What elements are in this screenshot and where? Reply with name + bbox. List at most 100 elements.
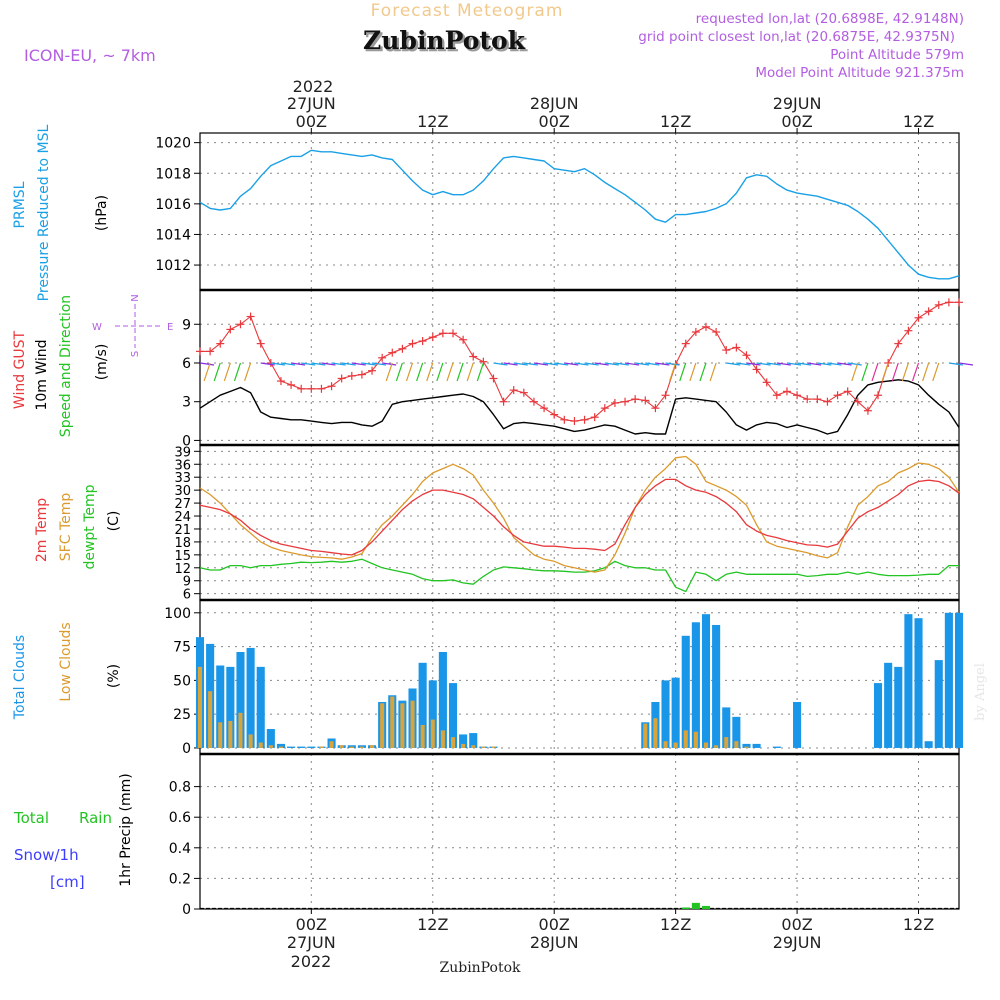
compass-e: E [167,322,173,333]
p2-label-gust: Wind GUST [12,330,28,409]
wind-arrow [756,362,771,366]
p5-ylabel: 1hr Precip (mm) [118,773,134,886]
top-tick-label: 00Z [539,112,570,131]
low-cloud-bar [339,745,344,748]
total-cloud-bar [924,741,933,748]
wind-arrow [523,362,538,366]
low-cloud-bar [440,730,445,748]
total-cloud-bar [671,677,680,748]
wind-arrow [958,362,974,366]
wind-series [196,298,974,435]
wind-arrow [543,362,559,366]
low-cloud-bar [197,666,203,748]
wind-arrow [901,362,909,382]
p5-label-rain: Rain [79,809,112,827]
bottom-date: 29JUN [773,933,822,952]
top-time-axis: 00Z 12Z 00Z 12Z 00Z 12Z [296,112,934,133]
low-cloud-bar [673,742,678,748]
total-cloud-bar [944,612,953,748]
wind-arrow [331,362,346,366]
wind-arrow [861,362,869,382]
ytick-label: 1020 [155,136,191,152]
panel-4: 0 25 50 75 100 [164,599,960,757]
total-cloud-bar [428,680,437,748]
total-cloud-bar [469,733,478,748]
total-cloud-bar [712,624,721,748]
ytick-label: 0.8 [169,780,191,796]
bottom-date-labels: 27JUN 28JUN 29JUN [287,933,822,952]
ytick-label: 18 [174,536,191,551]
dewpoint-line [199,558,959,593]
rain-bar [701,905,711,909]
p3-label-dew: dewpt Temp [82,484,98,569]
total-cloud-bar [266,729,275,748]
wind-arrow [881,362,889,382]
total-cloud-bar [307,746,316,748]
credit: by Angel [973,663,988,721]
pressure-series [199,149,960,280]
wind-arrow [405,362,414,382]
ytick-label: 0.6 [169,810,191,826]
wind-arrow [922,362,930,382]
closest-coords: grid point closest lon,lat (20.6875E, 42… [638,29,955,45]
temp-series [199,455,960,593]
low-cloud-bar [683,730,688,748]
ytick-label: 0 [182,433,191,449]
ytick-label: 100 [164,606,191,622]
low-cloud-bar [319,746,324,748]
ytick-label: 0.2 [169,871,191,887]
wind-arrow [932,362,940,382]
low-cloud-bar [471,745,476,748]
wind-arrow [382,362,397,366]
low-cloud-bar [228,720,233,748]
wind-arrow [624,362,640,366]
compass-w: W [92,322,102,333]
low-cloud-bar [278,746,283,748]
low-cloud-bar [703,742,709,748]
total-cloud-bar [894,666,903,748]
wind-arrow [679,362,687,382]
wind-arrow [513,362,528,366]
total-cloud-bar [691,622,700,748]
low-cloud-bar [238,712,243,748]
rain-bar [681,907,690,909]
wind-arrow [796,362,812,366]
p1-unit: (hPa) [94,195,110,231]
ytick-label: 1018 [155,166,191,182]
low-cloud-bar [400,703,405,748]
top-tick-label: 12Z [417,112,448,131]
ytick-label: 6 [183,588,191,603]
wind-arrow [604,362,619,366]
wind-arrow [371,362,387,366]
ytick-label: 24 [174,510,191,525]
total-cloud-bar [884,662,893,748]
p5-label-cm: [cm] [50,873,85,891]
total-cloud-bar [276,743,286,748]
bottom-tick-label: 12Z [660,915,691,934]
total-cloud-bar [873,683,883,748]
ytick-label: 15 [174,549,191,564]
low-cloud-bar [653,718,658,748]
ytick-label: 75 [173,640,191,656]
ytick-label: 33 [174,471,191,486]
low-cloud-bar [410,700,415,748]
bottom-tick-label: 00Z [781,915,812,934]
low-cloud-bar [268,745,273,748]
ytick-label: 1012 [155,258,191,274]
wind-arrow [766,362,781,366]
temp2m-line [199,478,960,556]
wind-arrow [436,362,444,382]
wind-arrow [726,362,741,366]
wind-arrow [554,362,569,366]
low-cloud-bar [461,743,466,748]
total-cloud-bar [701,614,711,748]
total-cloud-bar [732,716,741,748]
ytick-label: 1016 [155,197,191,213]
wind-arrow [655,362,670,366]
bottom-time-axis: 00Z 12Z 00Z 12Z 00Z 12Z [296,909,934,934]
top-date-labels: 27JUN 28JUN 29JUN [287,94,822,113]
total-cloud-bar [681,635,690,748]
ytick-label: 21 [174,523,191,538]
model-altitude: Model Point Altitude 921.375m [755,65,964,81]
